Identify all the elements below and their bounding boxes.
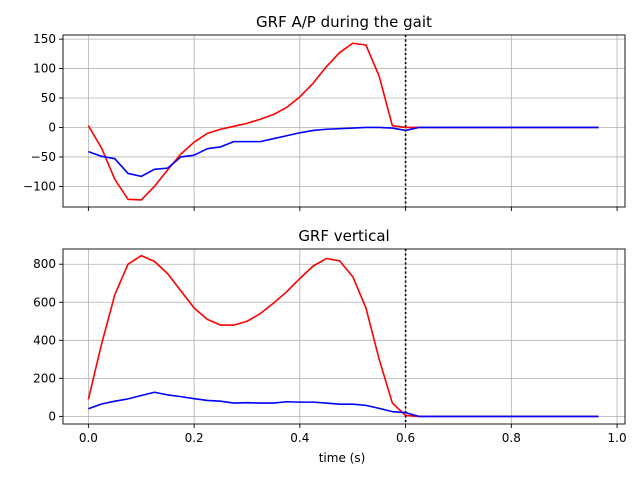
axes-frame	[62, 248, 626, 425]
x-tick-label: 0.0	[79, 431, 98, 445]
x-tick-label: 0.6	[396, 431, 415, 445]
y-tick-label: −50	[31, 150, 56, 164]
x-axis-label: time (s)	[319, 451, 366, 465]
plot-frame	[62, 34, 626, 208]
y-tick-label: 150	[33, 32, 56, 46]
series-lines	[87, 35, 599, 207]
y-tick-label: 600	[33, 295, 56, 309]
y-tick-label: 400	[33, 333, 56, 347]
axes-frame	[62, 34, 626, 208]
series-lines	[87, 249, 599, 424]
y-tick-label: 100	[33, 62, 56, 76]
blue-series-line	[88, 126, 599, 178]
x-tick-label: 0.4	[290, 431, 309, 445]
grf-ap-subplot: GRF A/P during the gait −100 −50 0 50 100 150	[23, 13, 626, 211]
chart-title: GRF vertical	[298, 227, 389, 245]
blue-series-line	[88, 391, 599, 418]
plot-frame	[62, 248, 626, 425]
x-tick-label: 0.2	[185, 431, 204, 445]
y-tick-label: 800	[33, 257, 56, 271]
axis-ticks: 0.0 0.2 0.4 0.6 0.8 1.0 0 200 400 600 800	[33, 257, 627, 445]
x-tick-label: 0.8	[502, 431, 521, 445]
y-tick-label: −100	[23, 179, 56, 193]
grf-vertical-subplot: GRF vertical 0.0 0.2 0.4 0.6 0.8 1.0 0 200 400 60…	[33, 227, 627, 445]
y-tick-label: 0	[48, 409, 56, 423]
y-tick-label: 50	[41, 91, 56, 105]
y-tick-label: 200	[33, 371, 56, 385]
axis-ticks: −100 −50 0 50 100 150	[23, 32, 618, 211]
y-tick-label: 0	[48, 120, 56, 134]
chart-title: GRF A/P during the gait	[256, 13, 432, 31]
x-tick-label: 1.0	[608, 431, 627, 445]
